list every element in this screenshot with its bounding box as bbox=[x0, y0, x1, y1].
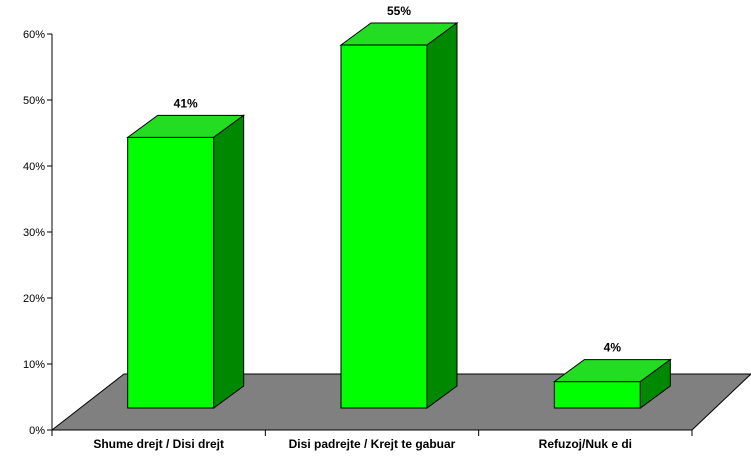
data-label: 41% bbox=[174, 96, 198, 110]
y-tick-label: 10% bbox=[23, 359, 45, 371]
y-tick-label: 50% bbox=[23, 95, 45, 107]
bars bbox=[126, 22, 672, 409]
bar-side bbox=[213, 114, 245, 409]
category-label: Refuzoj/Nuk e di bbox=[539, 437, 632, 451]
category-labels: Shume drejt / Disi drejt Disi padrejte / … bbox=[93, 437, 632, 451]
y-tick-label: 40% bbox=[23, 161, 45, 173]
bar-front bbox=[127, 136, 215, 409]
data-label: 55% bbox=[387, 4, 411, 18]
bar-side bbox=[426, 22, 458, 409]
category-label: Disi padrejte / Krejt te gabuar bbox=[289, 437, 456, 451]
x-ticks bbox=[51, 430, 693, 436]
category-label: Shume drejt / Disi drejt bbox=[93, 437, 224, 451]
y-tick-label: 20% bbox=[23, 293, 45, 305]
data-label: 4% bbox=[604, 341, 622, 355]
y-tick-label: 30% bbox=[23, 227, 45, 239]
y-tick-label: 60% bbox=[23, 29, 45, 41]
y-tick-label: 0% bbox=[29, 425, 45, 437]
y-ticks: 0% 10% 20% 30% 40% 50% 60% bbox=[23, 29, 52, 437]
bar-front bbox=[553, 381, 641, 409]
data-labels: 41% 55% 4% bbox=[174, 4, 622, 355]
bar-front bbox=[340, 44, 428, 409]
bar-side bbox=[639, 358, 671, 409]
